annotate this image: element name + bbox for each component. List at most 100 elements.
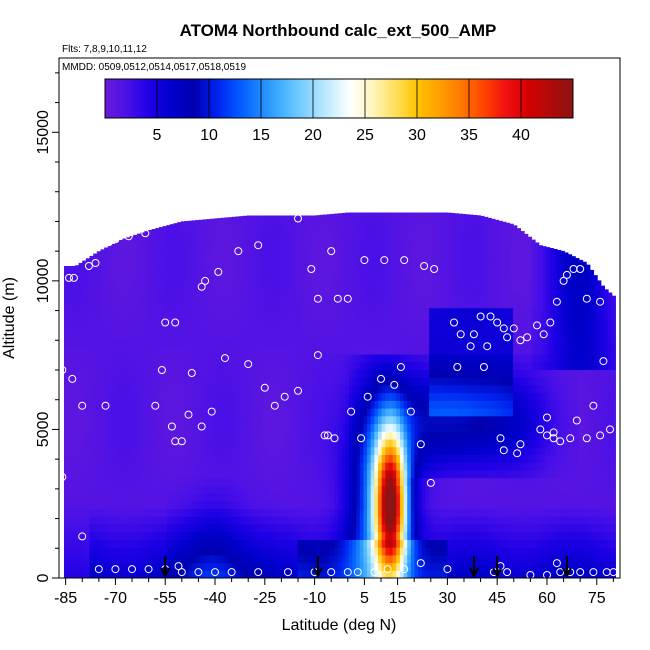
heatmap-cell	[82, 346, 87, 355]
heatmap-cell	[290, 462, 295, 471]
heatmap-cell	[348, 323, 354, 332]
heatmap-cell	[286, 292, 291, 301]
heatmap-cell	[155, 570, 160, 578]
heatmap-cell	[407, 330, 412, 340]
heatmap-cell	[385, 485, 390, 494]
heatmap-cell	[133, 508, 138, 517]
heatmap-cell	[443, 454, 448, 463]
heatmap-cell	[67, 292, 72, 301]
heatmap-cell	[155, 462, 160, 471]
heatmap-cell	[334, 214, 339, 224]
heatmap-cell	[257, 361, 262, 371]
heatmap-cell	[96, 508, 102, 517]
heatmap-cell	[71, 493, 76, 502]
heatmap-cell	[352, 292, 357, 301]
heatmap-cell	[367, 423, 372, 432]
heatmap-cell	[191, 570, 197, 578]
heatmap-cell	[191, 384, 197, 394]
heatmap-cell	[421, 245, 427, 255]
heatmap-cell	[82, 369, 87, 378]
heatmap-cell	[410, 253, 416, 262]
heatmap-cell	[432, 299, 438, 309]
heatmap-cell	[359, 431, 364, 440]
heatmap-cell	[396, 245, 401, 255]
heatmap-cell	[257, 353, 262, 363]
heatmap-cell	[169, 299, 175, 309]
heatmap-cell	[85, 276, 91, 286]
heatmap-cell	[93, 508, 98, 517]
heatmap-cell	[104, 570, 109, 578]
heatmap-cell	[378, 392, 383, 401]
heatmap-cell	[89, 323, 94, 332]
heatmap-cell	[297, 323, 302, 332]
heatmap-cell	[151, 307, 156, 316]
heatmap-cell	[308, 431, 313, 440]
heatmap-cell	[155, 245, 160, 255]
heatmap-cell	[319, 423, 324, 432]
heatmap-cell	[326, 547, 332, 556]
heatmap-cell	[275, 315, 281, 324]
heatmap-cell	[399, 493, 405, 502]
heatmap-cell	[275, 377, 281, 386]
heatmap-cell	[315, 408, 321, 417]
heatmap-cell	[155, 531, 160, 540]
heatmap-cell	[440, 276, 445, 286]
heatmap-cell	[166, 253, 171, 262]
heatmap-cell	[96, 477, 102, 486]
heatmap-cell	[403, 523, 408, 533]
heatmap-cell	[290, 315, 295, 324]
heatmap-cell	[228, 547, 233, 556]
heatmap-cell	[283, 477, 288, 486]
heatmap-cell	[122, 238, 127, 247]
heatmap-cell	[388, 369, 394, 378]
heatmap-cell	[118, 245, 123, 255]
heatmap-cell	[173, 323, 178, 332]
heatmap-cell	[421, 214, 427, 224]
heatmap-cell	[432, 292, 438, 301]
heatmap-cell	[228, 245, 233, 255]
heatmap-cell	[279, 500, 284, 510]
heatmap-cell	[228, 292, 233, 301]
heatmap-cell	[173, 353, 178, 363]
heatmap-cell	[378, 261, 383, 270]
heatmap-cell	[173, 415, 178, 425]
heatmap-cell	[96, 353, 102, 363]
heatmap-cell	[82, 361, 87, 371]
heatmap-cell	[100, 462, 105, 471]
heatmap-cell	[96, 284, 102, 293]
heatmap-cell	[286, 353, 291, 363]
heatmap-cell	[363, 516, 368, 525]
heatmap-cell	[367, 330, 372, 340]
heatmap-cell	[137, 446, 142, 455]
heatmap-cell	[315, 454, 321, 463]
heatmap-cell	[147, 562, 153, 571]
heatmap-cell	[341, 384, 346, 394]
heatmap-cell	[334, 554, 339, 564]
heatmap-cell	[275, 253, 281, 262]
heatmap-cell	[414, 431, 419, 440]
heatmap-cell	[166, 377, 171, 386]
heatmap-cell	[173, 284, 178, 293]
heatmap-cell	[268, 222, 273, 231]
heatmap-cell	[74, 485, 80, 494]
heatmap-cell	[199, 423, 204, 432]
heatmap-cell	[388, 539, 394, 548]
heatmap-cell	[213, 408, 218, 417]
heatmap-cell	[253, 315, 259, 324]
heatmap-cell	[264, 415, 270, 425]
heatmap-cell	[290, 485, 295, 494]
heatmap-cell	[122, 454, 127, 463]
heatmap-cell	[396, 268, 401, 278]
heatmap-cell	[129, 454, 134, 463]
heatmap-cell	[96, 408, 102, 417]
heatmap-cell	[337, 392, 343, 401]
heatmap-cell	[418, 547, 423, 556]
heatmap-cell	[348, 392, 354, 401]
heatmap-cell	[111, 415, 116, 425]
heatmap-cell	[235, 446, 240, 455]
heatmap-cell	[374, 570, 379, 578]
heatmap-cell	[388, 299, 394, 309]
heatmap-cell	[407, 500, 412, 510]
heatmap-cell	[118, 523, 123, 533]
heatmap-cell	[272, 400, 277, 409]
